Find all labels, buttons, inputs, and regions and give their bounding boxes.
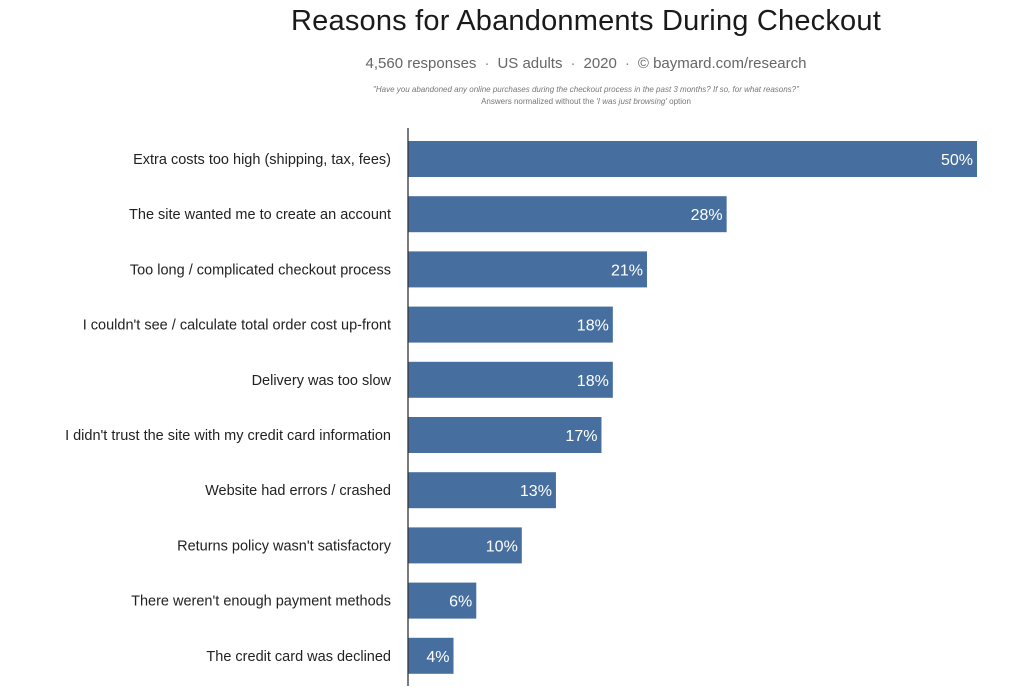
- category-label: Website had errors / crashed: [205, 483, 391, 499]
- responses-count: 4,560 responses: [365, 55, 477, 72]
- category-label: I didn't trust the site with my credit c…: [65, 428, 391, 444]
- bar: [408, 141, 977, 177]
- bar: [408, 417, 602, 453]
- note-prefix: Answers normalized without the: [481, 97, 597, 106]
- survey-question: "Have you abandoned any online purchases…: [373, 85, 799, 94]
- bar-value-label: 13%: [520, 483, 552, 500]
- bar: [408, 472, 556, 509]
- bar-value-label: 18%: [577, 318, 609, 335]
- note-option: 'I was just browsing': [596, 97, 667, 106]
- category-label: The site wanted me to create an account: [129, 207, 391, 223]
- population-label: US adults: [497, 55, 563, 72]
- bar: [408, 361, 613, 398]
- bar-value-label: 21%: [611, 262, 643, 279]
- category-label: Too long / complicated checkout process: [130, 262, 391, 278]
- separator-dot: ·: [570, 55, 576, 72]
- normalization-note: Answers normalized without the 'I was ju…: [0, 97, 1024, 106]
- bar-value-label: 10%: [486, 538, 518, 555]
- bar: [408, 196, 727, 233]
- bar-value-label: 6%: [449, 594, 472, 611]
- chart-subtitle: 4,560 responses · US adults · 2020 · © baymard…: [0, 55, 1024, 72]
- category-labels: Extra costs too high (shipping, tax, fee…: [65, 152, 392, 665]
- category-label: I couldn't see / calculate total order c…: [83, 318, 391, 334]
- bar-value-label: 18%: [577, 373, 609, 390]
- category-label: There weren't enough payment methods: [131, 594, 391, 610]
- category-label: Delivery was too slow: [252, 373, 392, 389]
- bar: [408, 306, 613, 343]
- bar-value-label: 4%: [426, 649, 449, 666]
- bar: [408, 582, 477, 619]
- category-label: Returns policy wasn't satisfactory: [177, 538, 392, 554]
- source-label: © baymard.com/research: [637, 55, 807, 72]
- bar-value-label: 28%: [691, 207, 723, 224]
- bars-group: 50% 28% 21% 18% 18% 17% 13% 10% 6% 4%: [408, 141, 977, 674]
- bar-value-label: 17%: [565, 428, 597, 445]
- year-label: 2020: [583, 55, 617, 72]
- bar: [408, 251, 647, 288]
- bar: [408, 527, 522, 564]
- category-label: Extra costs too high (shipping, tax, fee…: [133, 152, 391, 168]
- category-label: The credit card was declined: [206, 649, 391, 665]
- note-suffix: option: [666, 97, 691, 106]
- separator-dot: ·: [484, 55, 490, 72]
- chart-title: Reasons for Abandonments During Checkout: [291, 5, 881, 37]
- separator-dot: ·: [624, 55, 630, 72]
- bar: [408, 637, 454, 674]
- bar-value-label: 50%: [941, 152, 973, 169]
